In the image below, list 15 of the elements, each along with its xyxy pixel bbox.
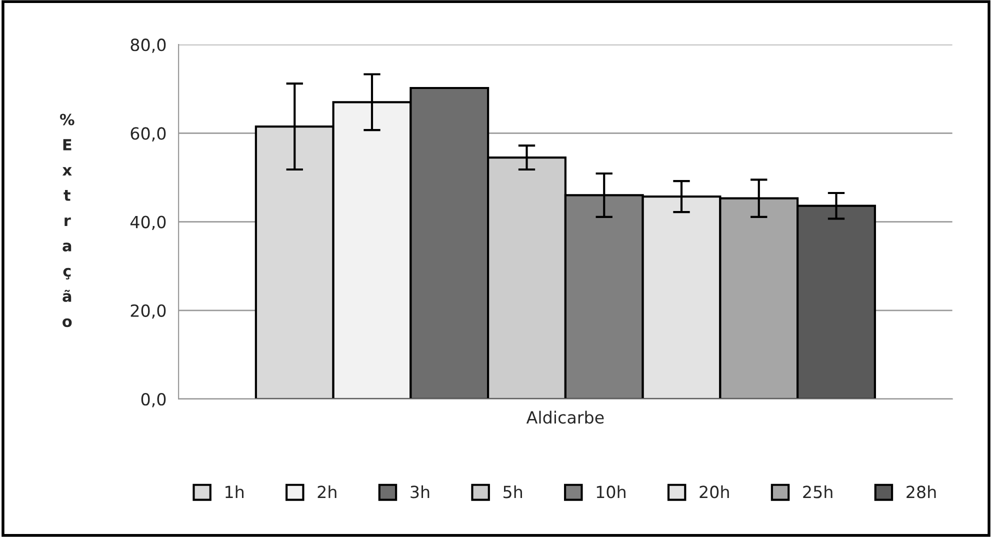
legend-label: 28h bbox=[906, 485, 936, 498]
legend-label: 25h bbox=[803, 485, 832, 498]
y-tick-label: 60,0 bbox=[130, 127, 166, 142]
legend-label: 10h bbox=[596, 485, 626, 498]
x-tick-label: Aldicarbe bbox=[526, 410, 604, 424]
text: % Extração bbox=[60, 114, 74, 328]
y-tick-label: 0,0 bbox=[141, 392, 166, 408]
y-tick-label: 80,0 bbox=[130, 38, 166, 53]
legend-label: 5h bbox=[504, 485, 522, 498]
legend-label: 2h bbox=[318, 485, 336, 498]
y-tick-label: 20,0 bbox=[130, 304, 166, 319]
legend-label: 20h bbox=[700, 485, 729, 498]
legend-label: 3h bbox=[410, 485, 430, 498]
legend-label: 1h bbox=[226, 485, 244, 498]
y-tick-label: 40,0 bbox=[130, 216, 166, 230]
